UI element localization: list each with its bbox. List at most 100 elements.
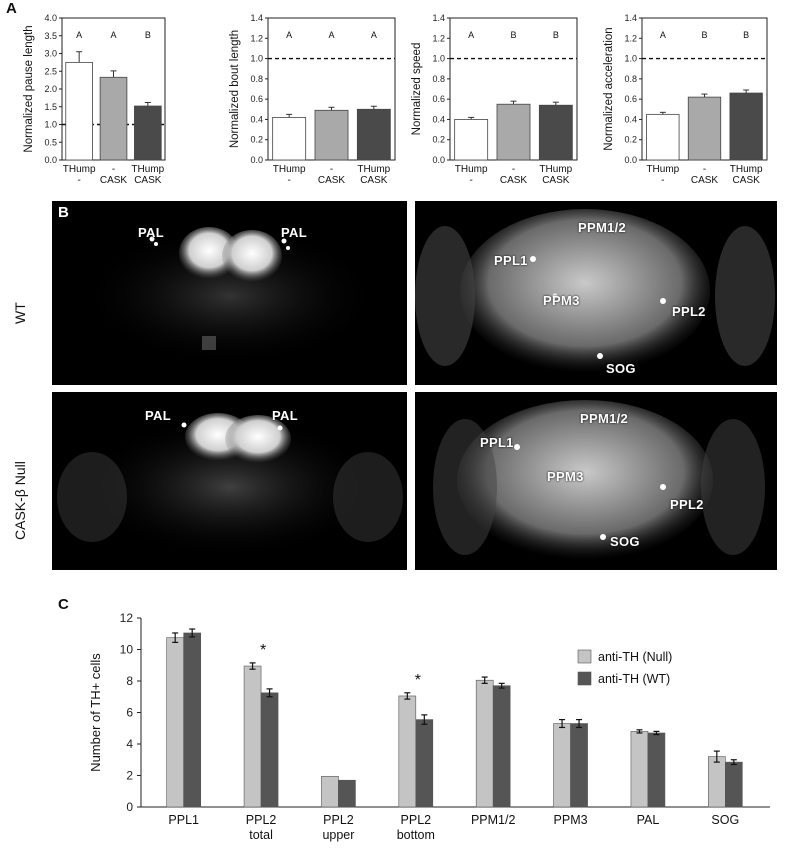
significance-letter: B bbox=[743, 30, 749, 40]
significance-letter: A bbox=[371, 30, 377, 40]
micrograph-null-anterior: PAL PAL bbox=[52, 392, 407, 570]
y-tick-label: 12 bbox=[120, 611, 134, 625]
brain-anterior-image bbox=[57, 413, 403, 559]
x-tick-label: PPM3 bbox=[554, 813, 588, 827]
y-tick-label: 0.0 bbox=[624, 155, 637, 165]
genotype-label-line1: THump bbox=[730, 164, 763, 175]
y-tick-label: 3.5 bbox=[44, 31, 57, 41]
genotype-label-line1: THump bbox=[273, 164, 306, 175]
genotype-label-line2: - bbox=[469, 175, 472, 186]
x-tick-label: total bbox=[249, 828, 273, 842]
y-tick-label: 0.0 bbox=[432, 155, 445, 165]
y-axis-label: Normalized acceleration bbox=[603, 27, 615, 150]
panel-a-chart-1: 0.0 0.5 1.0 1.5 2.0 2.5 3.0 3.5 4.0 Normalized pa… bbox=[23, 13, 166, 186]
x-tick-label: upper bbox=[322, 828, 354, 842]
genotype-label-line2: CASK bbox=[360, 175, 388, 186]
significance-letter: B bbox=[701, 30, 707, 40]
genotype-label-line1: - bbox=[512, 164, 515, 175]
y-tick-label: 1.0 bbox=[250, 54, 263, 64]
x-tick-label: PPM1/2 bbox=[471, 813, 516, 827]
genotype-label-line1: - bbox=[703, 164, 706, 175]
significance-asterisk: * bbox=[415, 672, 421, 689]
x-tick-label: PAL bbox=[637, 813, 660, 827]
y-tick-label: 1.4 bbox=[432, 13, 445, 23]
genotype-label-line1: THump bbox=[63, 164, 96, 175]
genotype-label-line1: - bbox=[330, 164, 333, 175]
panel-b-label: B bbox=[58, 204, 69, 221]
row-label-null: CASK-β Null bbox=[12, 461, 28, 540]
y-tick-label: 1.2 bbox=[624, 33, 637, 43]
significance-letter: A bbox=[660, 30, 666, 40]
genotype-label-line2: CASK bbox=[500, 175, 528, 186]
y-tick-label: 0 bbox=[126, 800, 133, 814]
bar bbox=[134, 105, 162, 161]
null-posterior-sog: SOG bbox=[610, 534, 640, 549]
micrograph-null-posterior: PPM1/2 PPL1 PPM3 PPL2 SOG bbox=[415, 392, 777, 570]
y-tick-label: 2.5 bbox=[44, 66, 57, 76]
panel-a-chart-3: 0.0 0.2 0.4 0.6 0.8 1.0 1.2 1.4 Normalized speed… bbox=[411, 13, 578, 186]
wt-posterior-sog: SOG bbox=[606, 361, 636, 376]
y-tick-label: 0.8 bbox=[624, 74, 637, 84]
y-tick-label: 0.8 bbox=[432, 74, 445, 84]
bar-null bbox=[166, 637, 184, 808]
wt-anterior-pal-right: PAL bbox=[281, 225, 307, 240]
y-tick-label: 1.2 bbox=[432, 33, 445, 43]
genotype-label-line1: THump bbox=[539, 164, 572, 175]
y-tick-label: 0.2 bbox=[624, 135, 637, 145]
genotype-label-line1: THump bbox=[646, 164, 679, 175]
bar-wt bbox=[260, 692, 279, 808]
genotype-label-line2: CASK bbox=[691, 175, 719, 186]
y-tick-label: 3.0 bbox=[44, 49, 57, 59]
y-tick-label: 2.0 bbox=[44, 84, 57, 94]
wt-anterior-pal-left: PAL bbox=[138, 225, 164, 240]
brain-anterior-image bbox=[80, 226, 380, 366]
y-tick-label: 8 bbox=[126, 674, 133, 688]
y-tick-label: 1.4 bbox=[624, 13, 637, 23]
x-tick-label: PPL1 bbox=[168, 813, 199, 827]
x-tick-label: SOG bbox=[711, 813, 739, 827]
bar bbox=[729, 92, 763, 161]
y-tick-label: 0.8 bbox=[250, 74, 263, 84]
bar-wt bbox=[338, 779, 356, 808]
wt-posterior-ppl2: PPL2 bbox=[672, 304, 706, 319]
significance-letter: B bbox=[553, 30, 559, 40]
bar bbox=[496, 103, 531, 161]
panel-c-label: C bbox=[58, 596, 69, 613]
significance-letter: A bbox=[76, 30, 82, 40]
null-posterior-ppl2: PPL2 bbox=[670, 497, 704, 512]
panel-a-charts: 0.0 0.5 1.0 1.5 2.0 2.5 3.0 3.5 4.0 Normalized pa… bbox=[23, 13, 768, 186]
y-tick-label: 0.6 bbox=[250, 94, 263, 104]
y-tick-label: 1.4 bbox=[250, 13, 263, 23]
y-tick-label: 0.0 bbox=[44, 155, 57, 165]
null-posterior-ppl1: PPL1 bbox=[480, 435, 514, 450]
significance-letter: A bbox=[328, 30, 334, 40]
genotype-label-line2: - bbox=[661, 175, 664, 186]
y-tick-label: 1.0 bbox=[44, 120, 57, 130]
bar-wt bbox=[570, 723, 588, 808]
significance-letter: A bbox=[110, 30, 116, 40]
significance-asterisk: * bbox=[260, 642, 266, 659]
bar-null bbox=[708, 756, 726, 808]
bar bbox=[356, 108, 391, 161]
y-tick-label: 0.5 bbox=[44, 137, 57, 147]
y-tick-label: 1.5 bbox=[44, 102, 57, 112]
y-tick-label: 0.6 bbox=[624, 94, 637, 104]
significance-letter: B bbox=[145, 30, 151, 40]
row-label-wt: WT bbox=[12, 302, 28, 324]
bar bbox=[538, 104, 573, 161]
y-tick-label: 1.0 bbox=[624, 54, 637, 64]
y-axis-label: Number of TH+ cells bbox=[88, 653, 103, 772]
legend-swatch bbox=[577, 671, 592, 686]
genotype-label-line1: THump bbox=[455, 164, 488, 175]
legend-label: anti-TH (Null) bbox=[598, 650, 672, 664]
panel-a-chart-2: 0.0 0.2 0.4 0.6 0.8 1.0 1.2 1.4 Normalized bout … bbox=[229, 13, 396, 186]
genotype-label-line2: - bbox=[77, 175, 80, 186]
null-posterior-ppm3: PPM3 bbox=[547, 469, 584, 484]
y-tick-label: 10 bbox=[120, 643, 134, 657]
null-posterior-ppm12: PPM1/2 bbox=[580, 411, 629, 426]
legend-label: anti-TH (WT) bbox=[598, 672, 670, 686]
legend-swatch bbox=[577, 649, 592, 664]
panel-a-label: A bbox=[6, 0, 17, 17]
bar-null bbox=[243, 665, 262, 808]
significance-letter: B bbox=[510, 30, 516, 40]
